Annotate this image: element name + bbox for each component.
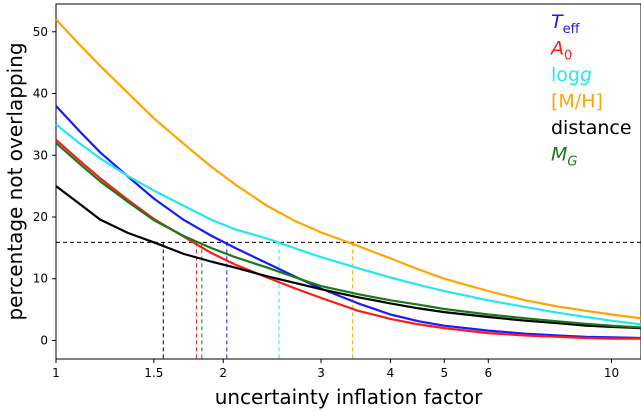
y-tick-label-2: 20 <box>33 210 48 224</box>
legend-entry-1: A0 <box>549 38 572 64</box>
x-tick-label-7: 10 <box>604 366 619 380</box>
y-axis-label: percentage not overlapping <box>3 42 27 320</box>
x-tick-label-3: 3 <box>317 366 325 380</box>
x-tick-label-4: 4 <box>387 366 395 380</box>
legend-entry-0: Teff <box>551 11 581 37</box>
x-axis: 1 1.5 2 3 4 5 6 10 <box>52 359 619 380</box>
x-axis-label: uncertainty inflation factor <box>215 385 483 409</box>
x-tick-label-0: 1 <box>52 366 60 380</box>
series-line-4 <box>55 185 641 330</box>
series-line-1 <box>55 138 641 340</box>
legend-entry-4: distance <box>551 117 632 139</box>
y-tick-label-5: 50 <box>33 25 48 39</box>
y-tick-label-1: 10 <box>33 272 48 286</box>
series-lines <box>55 18 641 340</box>
x-tick-label-2: 2 <box>219 366 227 380</box>
series-line-3 <box>55 18 641 320</box>
series-line-5 <box>55 142 641 329</box>
legend-entry-3: [M/H] <box>551 91 603 113</box>
x-tick-label-5: 5 <box>440 366 448 380</box>
y-axis: 0 10 20 30 40 50 <box>33 25 56 347</box>
legend-entry-5: MG <box>551 144 577 170</box>
x-tick-label-6: 6 <box>484 366 492 380</box>
x-tick-label-1: 1.5 <box>144 366 163 380</box>
y-tick-label-0: 0 <box>40 333 48 347</box>
series-line-2 <box>55 123 641 326</box>
legend-entry-2: logg <box>551 64 592 86</box>
y-tick-label-3: 30 <box>33 148 48 162</box>
y-tick-label-4: 40 <box>33 87 48 101</box>
